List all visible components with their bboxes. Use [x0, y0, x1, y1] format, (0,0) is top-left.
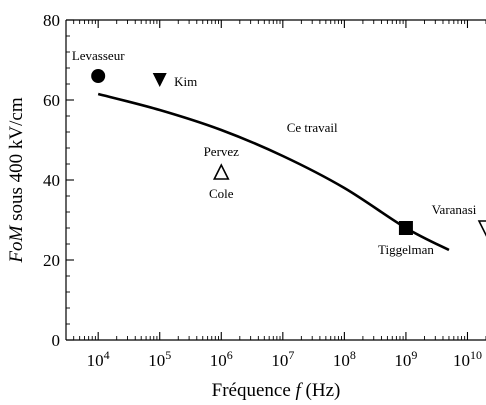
point-label: Kim [174, 74, 197, 89]
series-line-ce-travail [97, 92, 450, 252]
x-tick-label: 109 [394, 348, 417, 370]
x-tick-label: 108 [333, 348, 356, 370]
labels: Levasseur Kim Pervez Cole Tiggelman Varanasi [72, 48, 477, 257]
ticks: 0 20 40 60 80 104 105 106 107 108 109 1010 [43, 11, 486, 370]
point-label: Levasseur [72, 48, 125, 63]
curve: Ce travail [97, 92, 450, 252]
series-label-ce-travail: Ce travail [287, 120, 338, 135]
x-tick-label: 1010 [453, 348, 482, 370]
marker-circle [91, 69, 106, 83]
axes [65, 19, 486, 341]
y-tick-label: 20 [43, 251, 60, 270]
x-tick-label: 105 [148, 348, 171, 370]
y-tick-label: 40 [43, 171, 60, 190]
point-label: Cole [209, 186, 234, 201]
y-tick-label: 80 [43, 11, 60, 30]
x-tick-label: 106 [210, 348, 233, 370]
point-label: Tiggelman [378, 242, 434, 257]
marker-triangle-down-open [477, 220, 486, 237]
point-label: Pervez [204, 144, 240, 159]
x-axis-label: Fréquence f (Hz) [212, 380, 341, 401]
y-tick-label: 0 [52, 331, 61, 350]
data-points [91, 69, 486, 237]
marker-triangle-down [152, 73, 167, 87]
x-tick-label: 107 [271, 348, 294, 370]
point-label: Varanasi [432, 202, 477, 217]
marker-square [398, 221, 413, 235]
y-tick-label: 60 [43, 91, 60, 110]
y-axis-label: FoM sous 400 kV/cm [6, 97, 27, 263]
marker-triangle-up-open [212, 163, 230, 180]
x-tick-label: 104 [87, 348, 110, 370]
